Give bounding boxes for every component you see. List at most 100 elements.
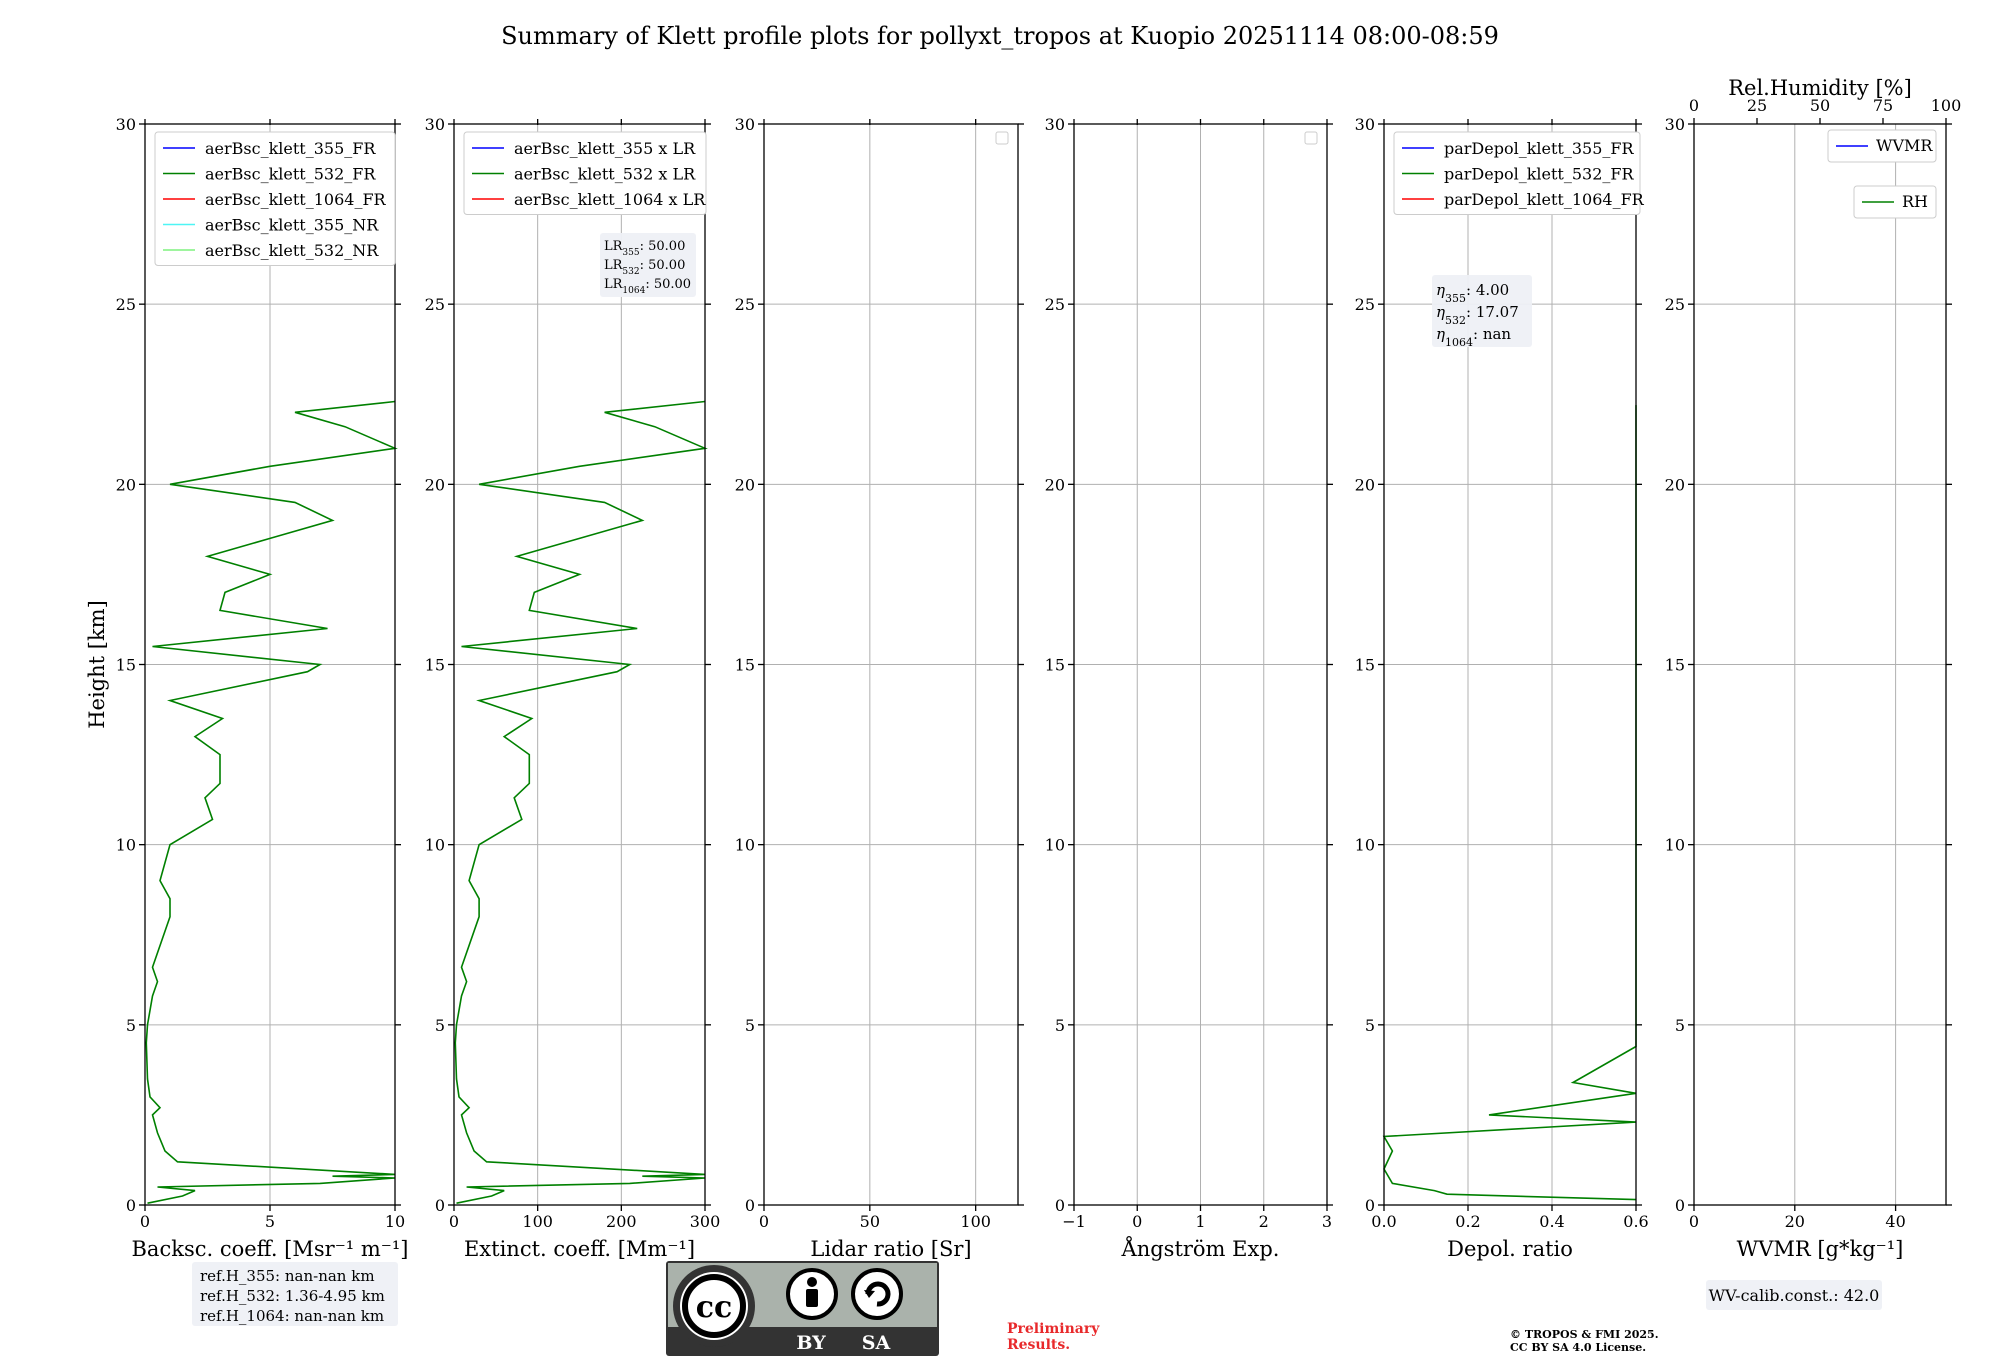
legend-box [463, 131, 707, 215]
ytick-label: 0 [745, 1196, 755, 1215]
ytick-label: 30 [116, 115, 136, 134]
ytick-label: 10 [1665, 836, 1685, 855]
panel-lr: 0 50 100 0 5 10 15 20 25 30 Lidar ratio [Sr] [735, 115, 1024, 1261]
xtick-label: 0.2 [1455, 1212, 1480, 1231]
copyright-line2: CC BY SA 4.0 License. [1510, 1341, 1646, 1354]
legend-box [154, 131, 396, 266]
ytick-label: 25 [735, 295, 755, 314]
ytick-label: 0 [1365, 1196, 1375, 1215]
badge-by: BY [796, 1332, 826, 1354]
ytick-label: 5 [745, 1016, 755, 1035]
legend-label: parDepol_klett_532_FR [1444, 165, 1635, 184]
legend-label: parDepol_klett_1064_FR [1444, 190, 1645, 209]
xtick-label: 20 [1785, 1212, 1805, 1231]
ytick-label: 10 [116, 836, 136, 855]
ytick-label: 20 [1665, 475, 1685, 494]
xtick-label: 10 [385, 1212, 405, 1231]
ytick-label: 5 [1365, 1016, 1375, 1035]
x-axis-label: Ångström Exp. [1121, 1236, 1280, 1261]
ytick-label: 15 [116, 656, 136, 675]
xtick-label: 100 [960, 1212, 991, 1231]
ytick-label: 15 [1665, 656, 1685, 675]
x-axis-label: Lidar ratio [Sr] [810, 1237, 971, 1261]
ytick-label: 25 [425, 295, 445, 314]
xtick-label: 100 [522, 1212, 553, 1231]
ytick-label: 0 [1055, 1196, 1065, 1215]
ytick-label: 30 [425, 115, 445, 134]
legend-label: aerBsc_klett_1064 x LR [514, 190, 706, 209]
suptitle: Summary of Klett profile plots for polly… [501, 22, 1499, 50]
ytick-label: 25 [116, 295, 136, 314]
ytick-label: 15 [735, 656, 755, 675]
x-axis-label: Backsc. coeff. [Msr⁻¹ m⁻¹] [132, 1237, 409, 1261]
xtick-label: 2 [1259, 1212, 1269, 1231]
panel-wv: 0 20 40 0 5 10 15 20 25 30 WVMR [g*kg⁻¹] 0 25 50 75 100… [1665, 76, 1962, 1261]
y-axis-label: Height [km] [85, 600, 109, 729]
xtick-label: 0.6 [1623, 1212, 1648, 1231]
ytick-label: 30 [735, 115, 755, 134]
ytick-label: 25 [1045, 295, 1065, 314]
legend-label: aerBsc_klett_532_NR [205, 241, 379, 260]
legend-box [1393, 131, 1641, 215]
legend-label: aerBsc_klett_1064_FR [205, 190, 387, 209]
refh-box: ref.H_355: nan-nan km ref.H_532: 1.36-4.… [192, 1262, 398, 1326]
xtick-label: 0 [1689, 1212, 1699, 1231]
legend-label: parDepol_klett_355_FR [1444, 139, 1635, 158]
ytick-label: 0 [126, 1196, 136, 1215]
wv-calib-box: WV-calib.const.: 42.0 [1706, 1280, 1882, 1310]
ytick-label: 20 [1355, 475, 1375, 494]
ytick-label: 10 [735, 836, 755, 855]
ytick-label: 0 [435, 1196, 445, 1215]
ytick-label: 5 [1675, 1016, 1685, 1035]
ytick-label: 5 [1055, 1016, 1065, 1035]
sa-share-icon [851, 1268, 903, 1320]
copyright-line1: © TROPOS & FMI 2025. [1510, 1328, 1659, 1341]
svg-text:cc: cc [696, 1290, 733, 1325]
xtick-label: 40 [1885, 1212, 1905, 1231]
ytick-label: 20 [116, 475, 136, 494]
ytick-label: 15 [1355, 656, 1375, 675]
cc-by-sa-badge: cc BY SA [666, 1261, 939, 1356]
badge-sa: SA [862, 1332, 891, 1354]
xtick-label: 200 [606, 1212, 637, 1231]
lr-annotation-box [600, 233, 696, 297]
ytick-label: 30 [1665, 115, 1685, 134]
x-axis-label: Depol. ratio [1447, 1237, 1573, 1261]
legend-box [1827, 129, 1937, 163]
xtick-label: 0 [449, 1212, 459, 1231]
xtick-label: −1 [1062, 1212, 1086, 1231]
legend-label: aerBsc_klett_355 x LR [514, 139, 696, 158]
series-532-line [1382, 405, 1637, 1201]
ytick-label: 25 [1355, 295, 1375, 314]
xtick-label: 0 [759, 1212, 769, 1231]
xtick-label: 0 [140, 1212, 150, 1231]
ytick-label: 20 [735, 475, 755, 494]
legend-box [1853, 185, 1937, 219]
refh-532: ref.H_532: 1.36-4.95 km [200, 1287, 385, 1305]
panel-ext: 0 100 200 300 0 5 10 15 20 25 30 Extinct. coeff. [M… [425, 115, 721, 1261]
ytick-label: 25 [1665, 295, 1685, 314]
ytick-label: 20 [425, 475, 445, 494]
empty-legend-box [1304, 131, 1318, 145]
preliminary-line1: Preliminary [1007, 1321, 1100, 1337]
wv-calib-text: WV-calib.const.: 42.0 [1709, 1286, 1880, 1305]
top-xtick-label: 25 [1747, 96, 1767, 115]
legend-label: aerBsc_klett_355_NR [205, 216, 379, 235]
ytick-label: 5 [435, 1016, 445, 1035]
xtick-label: 0 [1132, 1212, 1142, 1231]
ytick-label: 30 [1355, 115, 1375, 134]
ytick-label: 20 [1045, 475, 1065, 494]
xtick-label: 0.0 [1371, 1212, 1396, 1231]
legend-label: RH [1902, 192, 1928, 211]
top-xtick-label: 0 [1689, 96, 1699, 115]
xtick-label: 5 [265, 1212, 275, 1231]
empty-legend-box [995, 131, 1009, 145]
panel-bsc: 0 5 10 0 5 10 15 20 25 30 Backsc. coeff. [Msr⁻¹ m⁻… [85, 115, 408, 1261]
top-xtick-label: 100 [1931, 96, 1962, 115]
panel-depol: 0.0 0.2 0.4 0.6 0 5 10 15 20 25 30 Depol. ratio parD… [1355, 115, 1649, 1261]
legend-label: aerBsc_klett_355_FR [205, 139, 376, 158]
xtick-label: 1 [1195, 1212, 1205, 1231]
top-xtick-label: 50 [1810, 96, 1830, 115]
